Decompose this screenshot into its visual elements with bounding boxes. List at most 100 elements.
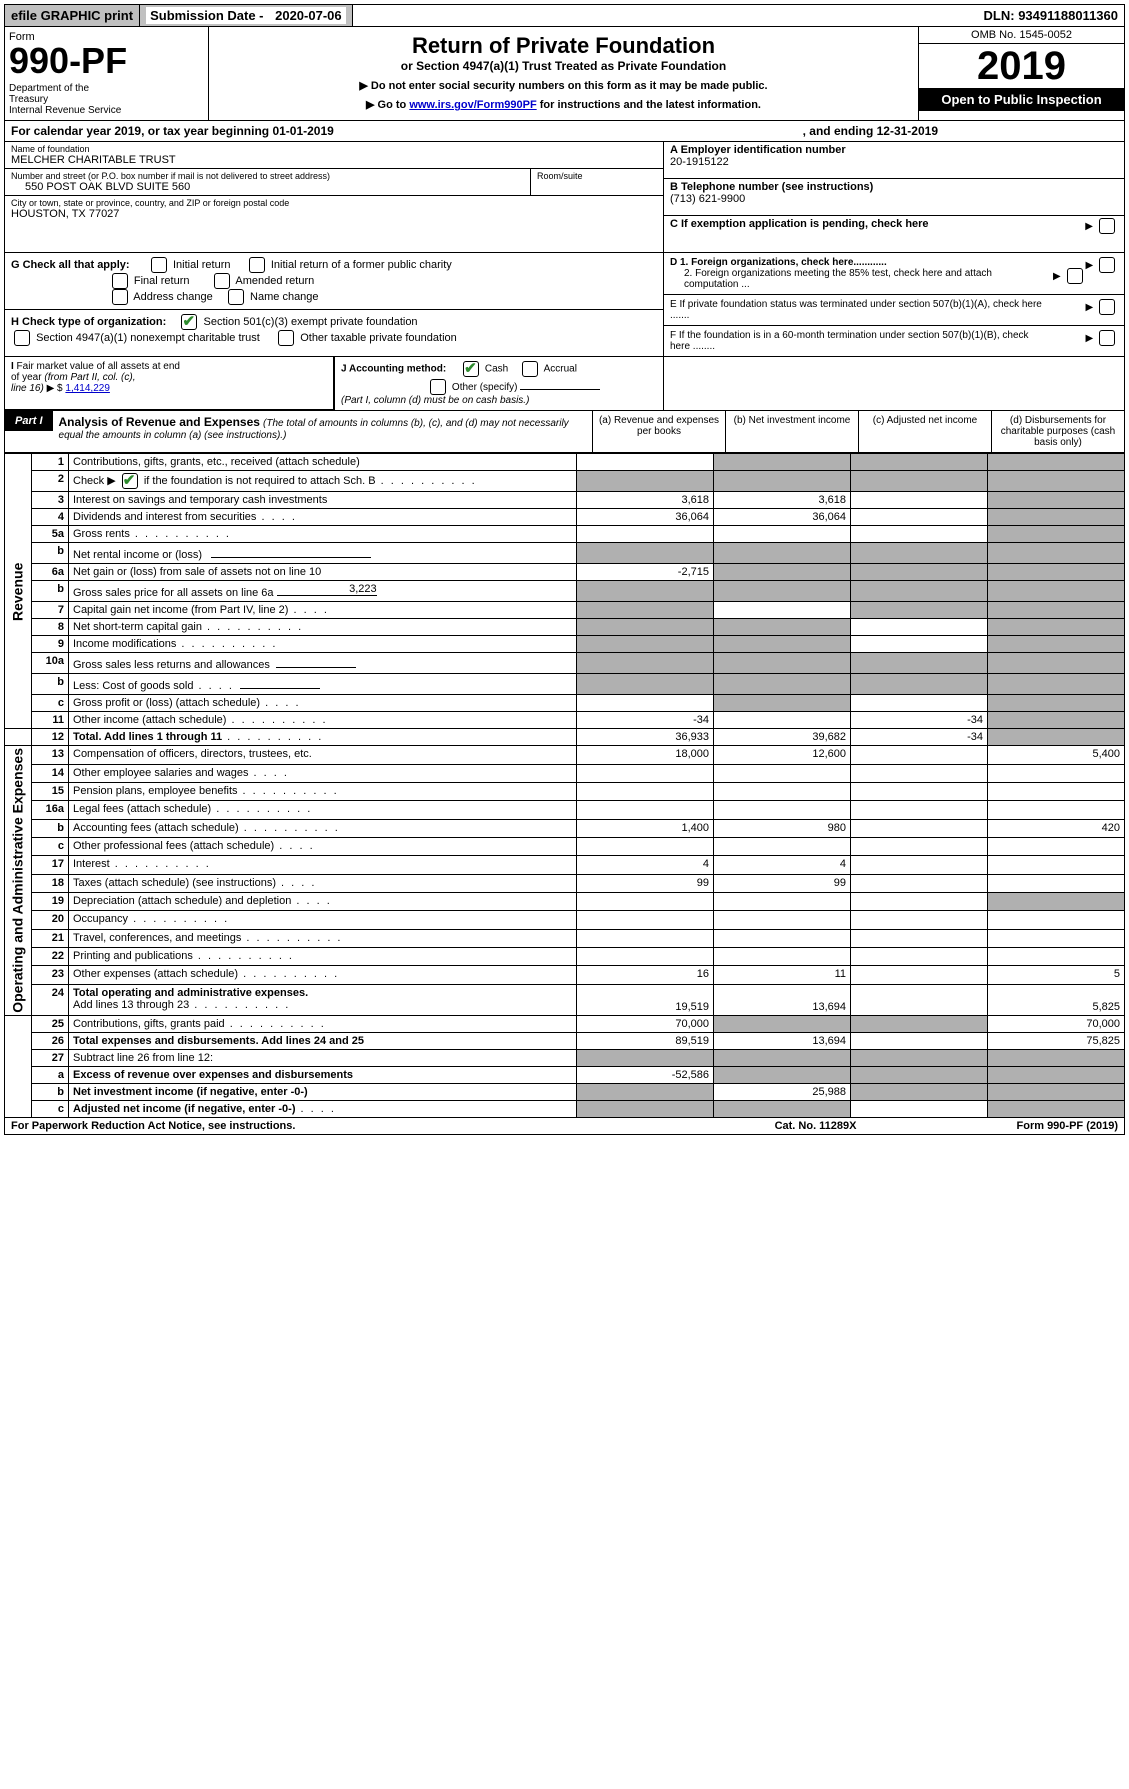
line-num: 7 bbox=[32, 602, 69, 619]
amt-a: 18,000 bbox=[577, 746, 714, 764]
line-desc: Compensation of officers, directors, tru… bbox=[69, 746, 577, 764]
d1-checkbox[interactable] bbox=[1099, 257, 1115, 273]
line-desc: Pension plans, employee benefits bbox=[69, 783, 577, 801]
501c3-checkbox[interactable] bbox=[181, 314, 197, 330]
line-6b-value: 3,223 bbox=[349, 583, 377, 595]
part1-desc: Analysis of Revenue and Expenses (The to… bbox=[53, 411, 592, 452]
line-num: 13 bbox=[32, 746, 69, 764]
table-row: 26 Total expenses and disbursements. Add… bbox=[5, 1033, 1125, 1050]
col-d: (d) Disbursements for charitable purpose… bbox=[991, 411, 1124, 452]
arrow-icon bbox=[1085, 220, 1093, 232]
phone-value: (713) 621-9900 bbox=[670, 193, 1118, 205]
table-row: c Adjusted net income (if negative, ente… bbox=[5, 1101, 1125, 1118]
table-row: 24 Total operating and administrative ex… bbox=[5, 984, 1125, 1015]
line-num: 19 bbox=[32, 893, 69, 911]
other-label: Other (specify) bbox=[452, 382, 518, 393]
f-checkbox[interactable] bbox=[1099, 330, 1115, 346]
e-label: E If private foundation status was termi… bbox=[670, 299, 1050, 321]
amt-d: 5 bbox=[988, 966, 1125, 984]
cal-end: , and ending 12-31-2019 bbox=[803, 124, 938, 138]
fmv-cell: I Fair market value of all assets at end… bbox=[5, 357, 334, 410]
e-checkbox[interactable] bbox=[1099, 299, 1115, 315]
line-desc: Other income (attach schedule) bbox=[69, 712, 577, 729]
exemption-checkbox[interactable] bbox=[1099, 218, 1115, 234]
table-row: a Excess of revenue over expenses and di… bbox=[5, 1067, 1125, 1084]
h-3: Other taxable private foundation bbox=[300, 332, 457, 344]
table-row: 16a Legal fees (attach schedule) bbox=[5, 801, 1125, 819]
line-num: 18 bbox=[32, 874, 69, 892]
amt-b: 980 bbox=[714, 819, 851, 837]
line-desc: Net gain or (loss) from sale of assets n… bbox=[69, 564, 577, 581]
line-desc: Other professional fees (attach schedule… bbox=[69, 838, 577, 856]
expenses-side-label: Operating and Administrative Expenses bbox=[5, 746, 32, 1016]
g-opt-3: Amended return bbox=[235, 275, 314, 287]
line-desc: Printing and publications bbox=[69, 948, 577, 966]
line-num: 21 bbox=[32, 929, 69, 947]
amt-b: 3,618 bbox=[714, 492, 851, 509]
line-num: 14 bbox=[32, 764, 69, 782]
line-num: 26 bbox=[32, 1033, 69, 1050]
amt-d: 5,400 bbox=[988, 746, 1125, 764]
line-desc: Dividends and interest from securities bbox=[69, 509, 577, 526]
4947-checkbox[interactable] bbox=[14, 330, 30, 346]
line-num: 25 bbox=[32, 1016, 69, 1033]
other-taxable-checkbox[interactable] bbox=[278, 330, 294, 346]
submission-date-button[interactable]: Submission Date - 2020-07-06 bbox=[140, 5, 353, 26]
h-row: H Check type of organization: Section 50… bbox=[5, 310, 663, 350]
calendar-year-row: For calendar year 2019, or tax year begi… bbox=[4, 121, 1125, 142]
sch-b-checkbox[interactable] bbox=[122, 473, 138, 489]
submission-date-value: 2020-07-06 bbox=[271, 7, 346, 24]
accrual-checkbox[interactable] bbox=[522, 361, 538, 377]
ein-label: A Employer identification number bbox=[670, 144, 1118, 156]
goto-prefix: ▶ Go to bbox=[366, 99, 409, 111]
table-row: 5a Gross rents bbox=[5, 526, 1125, 543]
amt-a: 4 bbox=[577, 856, 714, 874]
footer-left: For Paperwork Reduction Act Notice, see … bbox=[11, 1120, 295, 1132]
line-num: b bbox=[32, 819, 69, 837]
page-footer: For Paperwork Reduction Act Notice, see … bbox=[4, 1118, 1125, 1135]
checks-block: G Check all that apply: Initial return I… bbox=[4, 253, 1125, 357]
line-num: 27 bbox=[32, 1050, 69, 1067]
initial-public-checkbox[interactable] bbox=[249, 257, 265, 273]
header-mid: Return of Private Foundation or Section … bbox=[209, 27, 918, 120]
f-label: F If the foundation is in a 60-month ter… bbox=[670, 330, 1050, 352]
accounting-cell: J Accounting method: Cash Accrual Other … bbox=[334, 357, 663, 410]
address-change-checkbox[interactable] bbox=[112, 289, 128, 305]
line-num: b bbox=[32, 674, 69, 695]
other-checkbox[interactable] bbox=[430, 379, 446, 395]
line-num: 4 bbox=[32, 509, 69, 526]
table-row: 14 Other employee salaries and wages bbox=[5, 764, 1125, 782]
amt-a: -52,586 bbox=[577, 1067, 714, 1084]
arrow-icon bbox=[1053, 271, 1061, 282]
revenue-side-label: Revenue bbox=[5, 454, 32, 729]
amended-return-checkbox[interactable] bbox=[214, 273, 230, 289]
amt-a: 3,618 bbox=[577, 492, 714, 509]
fmv-link[interactable]: 1,414,229 bbox=[65, 383, 110, 394]
amt-b: 99 bbox=[714, 874, 851, 892]
part1-title: Analysis of Revenue and Expenses bbox=[59, 415, 260, 429]
line-desc: Gross sales less returns and allowances bbox=[69, 653, 577, 674]
form-number: 990-PF bbox=[9, 43, 204, 79]
final-return-checkbox[interactable] bbox=[112, 273, 128, 289]
g-opt-5: Name change bbox=[250, 291, 319, 303]
j-note: (Part I, column (d) must be on cash basi… bbox=[341, 395, 529, 406]
amt-a: -34 bbox=[577, 712, 714, 729]
form-link[interactable]: www.irs.gov/Form990PF bbox=[409, 99, 536, 111]
efile-button[interactable]: efile GRAPHIC print bbox=[5, 5, 140, 26]
h-label: H Check type of organization: bbox=[11, 316, 166, 328]
col-a: (a) Revenue and expenses per books bbox=[592, 411, 725, 452]
name-change-checkbox[interactable] bbox=[228, 289, 244, 305]
line-num: 20 bbox=[32, 911, 69, 929]
line-num: 12 bbox=[32, 729, 69, 746]
dln: DLN: 93491188011360 bbox=[978, 5, 1124, 26]
cash-checkbox[interactable] bbox=[463, 361, 479, 377]
amt-b: 36,064 bbox=[714, 509, 851, 526]
d2-checkbox[interactable] bbox=[1067, 268, 1083, 284]
initial-return-checkbox[interactable] bbox=[151, 257, 167, 273]
line-num: 15 bbox=[32, 783, 69, 801]
amt-a: 70,000 bbox=[577, 1016, 714, 1033]
line-desc: Adjusted net income (if negative, enter … bbox=[69, 1101, 577, 1118]
line-num: 22 bbox=[32, 948, 69, 966]
amt-a: 99 bbox=[577, 874, 714, 892]
g-opt-2: Final return bbox=[134, 275, 190, 287]
